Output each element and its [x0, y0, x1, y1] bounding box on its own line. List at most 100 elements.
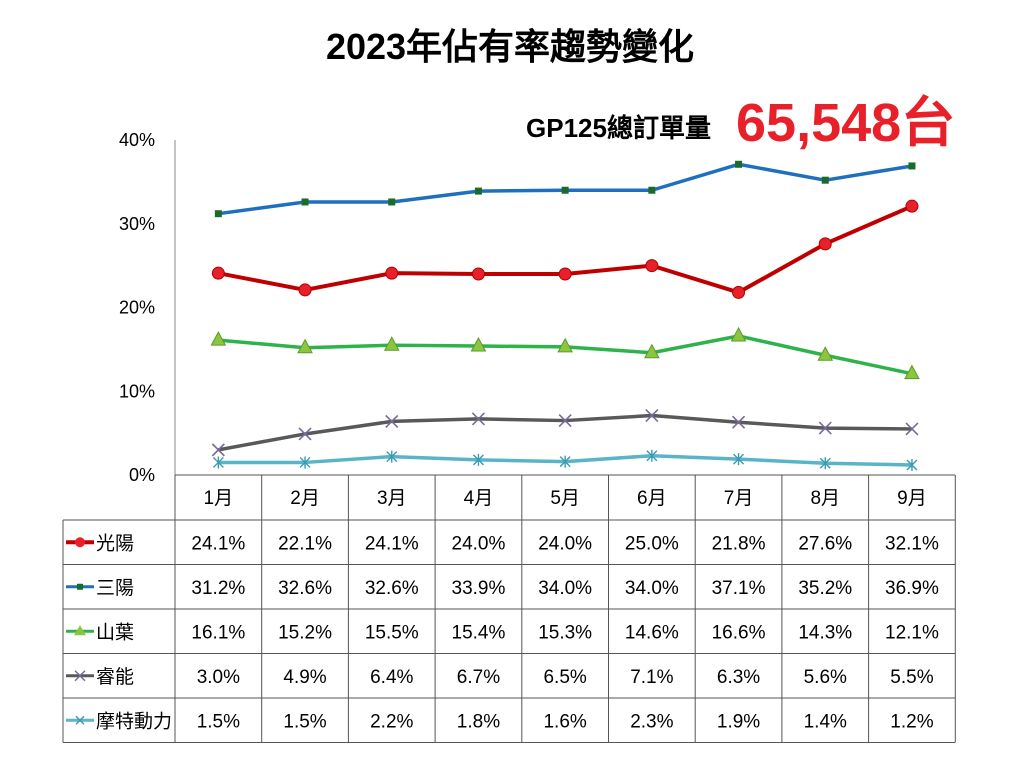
data-point — [471, 267, 485, 281]
y-tick-label: 10% — [119, 381, 155, 401]
table-cell-value: 12.1% — [885, 622, 939, 643]
data-point — [906, 458, 918, 471]
legend-marker — [74, 625, 86, 636]
category-label: 9月 — [897, 488, 927, 509]
chart-title: 2023年佔有率趨勢變化 — [325, 26, 695, 67]
category-label: 8月 — [810, 488, 840, 509]
data-point — [557, 337, 573, 353]
data-point — [645, 408, 659, 423]
table-cell-value: 14.3% — [798, 622, 852, 643]
data-point — [561, 186, 569, 194]
data-point — [212, 456, 224, 469]
data-point — [298, 283, 312, 297]
series-name: 摩特動力 — [96, 710, 172, 732]
data-point — [383, 336, 400, 351]
table-cell-value: 2.3% — [630, 711, 673, 732]
data-point — [648, 186, 656, 194]
data-point — [733, 453, 745, 466]
data-point — [297, 338, 313, 354]
data-point — [385, 266, 399, 280]
data-point — [818, 421, 832, 435]
data-point — [818, 237, 832, 251]
series-2 — [214, 160, 916, 218]
table-cell-value: 1.2% — [890, 711, 933, 732]
table-cell-value: 6.5% — [543, 667, 586, 688]
table-cell-value: 37.1% — [712, 578, 766, 599]
legend-key — [66, 537, 94, 548]
data-point — [474, 187, 482, 195]
legend-key — [66, 583, 94, 590]
table-cell-value: 34.0% — [538, 578, 592, 599]
table-cell-value: 14.6% — [625, 622, 679, 643]
legend-key — [66, 715, 94, 725]
legend-marker — [75, 537, 85, 548]
data-point — [559, 455, 571, 468]
table-cell-value: 3.0% — [197, 667, 240, 688]
table-cell-value: 7.1% — [630, 667, 673, 688]
series-name: 光陽 — [96, 532, 134, 554]
legend-key — [66, 670, 94, 682]
table-cell-value: 2.2% — [370, 711, 413, 732]
category-label: 7月 — [724, 488, 754, 509]
category-label: 2月 — [290, 488, 320, 509]
data-point — [819, 457, 831, 470]
data-point — [388, 198, 396, 206]
data-point — [735, 160, 743, 168]
data-point — [211, 266, 225, 280]
series-5 — [212, 449, 918, 471]
category-label: 3月 — [377, 488, 407, 509]
table-cell-value: 1.5% — [197, 711, 240, 732]
data-point — [472, 453, 484, 466]
table-cell-value: 6.7% — [457, 667, 500, 688]
table-cell-value: 27.6% — [798, 533, 852, 554]
data-point — [386, 450, 398, 463]
table-cell-value: 32.6% — [278, 578, 332, 599]
y-tick-label: 20% — [119, 298, 155, 318]
data-point — [644, 343, 660, 359]
table-cell-value: 25.0% — [625, 533, 679, 554]
table-cell-value: 16.6% — [712, 622, 766, 643]
table-cell-value: 31.2% — [191, 578, 245, 599]
series-1 — [211, 199, 919, 299]
table-cell-value: 6.4% — [370, 667, 413, 688]
table-cell-value: 15.5% — [365, 622, 419, 643]
data-point — [299, 456, 311, 469]
table-cell-value: 34.0% — [625, 578, 679, 599]
data-table-grid — [62, 474, 956, 743]
legend-marker — [75, 715, 85, 725]
table-cell-value: 24.0% — [452, 533, 506, 554]
table-cell-value: 24.1% — [365, 533, 419, 554]
table-cell-value: 32.6% — [365, 578, 419, 599]
table-cell-value: 4.9% — [283, 667, 326, 688]
data-point — [558, 413, 572, 428]
table-cell-value: 15.2% — [278, 622, 332, 643]
series-name: 睿能 — [96, 666, 134, 688]
y-tick-label: 30% — [119, 214, 155, 234]
table-cell-value: 33.9% — [452, 578, 506, 599]
table-cell-value: 15.3% — [538, 622, 592, 643]
data-point — [821, 176, 829, 184]
table-cell-value: 24.1% — [191, 533, 245, 554]
table-cell-value: 1.5% — [283, 711, 326, 732]
legend-key — [66, 625, 94, 636]
data-point — [905, 199, 919, 213]
table-cell-value: 5.6% — [804, 667, 847, 688]
table-cell-value: 1.6% — [543, 711, 586, 732]
data-point — [905, 422, 919, 436]
data-point — [214, 210, 222, 218]
data-point — [904, 364, 920, 380]
table-cell-value: 1.4% — [804, 711, 847, 732]
category-label: 6月 — [637, 488, 667, 509]
category-label: 1月 — [204, 488, 234, 509]
category-label: 5月 — [550, 488, 580, 509]
data-point — [908, 162, 916, 170]
y-tick-label: 0% — [129, 465, 155, 485]
table-cell-value: 21.8% — [712, 533, 766, 554]
data-point — [210, 331, 227, 346]
y-tick-label: 40% — [119, 130, 155, 150]
table-cell-value: 36.9% — [885, 578, 939, 599]
legend-marker — [77, 583, 83, 590]
data-point — [732, 285, 746, 299]
data-point — [558, 267, 572, 281]
